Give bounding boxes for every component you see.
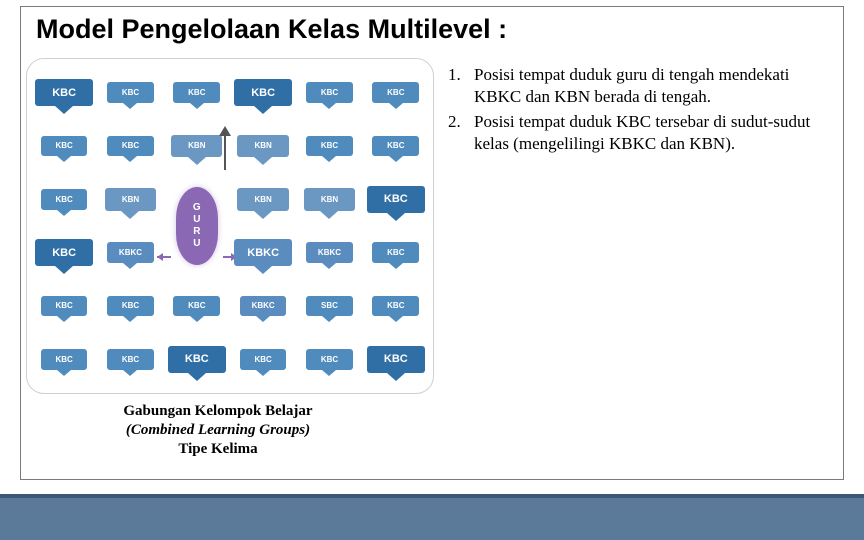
note-item-2: Posisi tempat duduk KBC tersebar di sudu… — [448, 111, 832, 156]
seat-chevron: KBC — [306, 349, 353, 370]
seat-cell: KBC — [35, 336, 93, 383]
seat-chevron: KBC — [306, 82, 353, 103]
seat-cell: KBN — [234, 176, 292, 223]
seat-chevron: KBC — [107, 136, 154, 157]
note-item-1: Posisi tempat duduk guru di tengah mende… — [448, 64, 832, 109]
seat-cell: KBC — [367, 69, 425, 116]
seat-chevron: KBC — [35, 79, 93, 106]
seat-cell: KBC — [367, 176, 425, 223]
seat-cell: KBC — [101, 282, 159, 329]
seat-chevron: KBKC — [306, 242, 353, 263]
seat-cell: KBC — [367, 336, 425, 383]
caption-line-2: (Combined Learning Groups) — [68, 421, 368, 440]
seat-chevron: KBC — [372, 242, 419, 263]
footer-bar — [0, 494, 864, 540]
seat-cell: KBC — [300, 336, 358, 383]
seat-chevron: KBN — [304, 188, 355, 211]
seat-cell: KBC — [367, 122, 425, 169]
seat-cell: KBN — [300, 176, 358, 223]
seat-cell: KBC — [234, 69, 292, 116]
seat-chevron: KBC — [306, 136, 353, 157]
seat-chevron: KBC — [367, 186, 425, 213]
seat-chevron: KBC — [173, 82, 220, 103]
seat-chevron: KBC — [234, 79, 292, 106]
seat-cell: KBC — [101, 122, 159, 169]
seat-cell: KBC — [35, 69, 93, 116]
side-arrows-icon — [157, 247, 237, 267]
diagram-caption: Gabungan Kelompok Belajar (Combined Lear… — [68, 402, 368, 458]
up-arrow-icon — [216, 126, 234, 170]
seat-chevron: KBC — [107, 82, 154, 103]
seat-chevron: KBN — [237, 188, 288, 211]
seat-chevron: KBC — [41, 349, 88, 370]
seat-chevron: KBC — [367, 346, 425, 373]
seat-cell: KBKC — [234, 229, 292, 276]
seat-chevron: KBKC — [107, 242, 154, 263]
seat-cell: KBKC — [234, 282, 292, 329]
seat-cell: KBC — [168, 336, 226, 383]
seat-cell: KBC — [367, 229, 425, 276]
seat-chevron: KBN — [171, 135, 222, 158]
guru-cell: GURU — [168, 176, 226, 277]
seat-chevron: KBC — [173, 296, 220, 317]
slide-title: Model Pengelolaan Kelas Multilevel : — [36, 14, 507, 45]
seat-cell: KBC — [300, 122, 358, 169]
seat-cell: KBKC — [300, 229, 358, 276]
seat-cell: KBC — [101, 336, 159, 383]
seating-diagram: KBC KBC KBC KBC KBC KBC KBC KBC KBN KBN KBC KBC KBC K… — [26, 58, 434, 394]
seat-chevron: KBC — [168, 346, 226, 373]
seat-cell: KBC — [367, 282, 425, 329]
guru-shape: GURU — [176, 187, 218, 265]
seat-cell: KBN — [234, 122, 292, 169]
seat-chevron: KBN — [105, 188, 156, 211]
guru-letter: R — [193, 226, 200, 238]
seat-chevron: KBC — [372, 136, 419, 157]
seat-chevron: KBC — [107, 296, 154, 317]
seat-chevron: KBC — [41, 296, 88, 317]
seat-chevron: KBN — [237, 135, 288, 158]
seat-cell: KBC — [35, 229, 93, 276]
seat-chevron: KBKC — [234, 239, 292, 266]
seat-chevron: KBC — [35, 239, 93, 266]
seat-chevron: KBC — [41, 189, 88, 210]
seat-cell: KBC — [168, 282, 226, 329]
seating-grid: KBC KBC KBC KBC KBC KBC KBC KBC KBN KBN KBC KBC KBC K… — [35, 69, 425, 383]
seat-chevron: KBC — [240, 349, 287, 370]
seat-cell: SBC — [300, 282, 358, 329]
seat-cell: KBC — [35, 282, 93, 329]
seat-chevron: KBC — [41, 136, 88, 157]
seat-cell: KBN — [101, 176, 159, 223]
seat-cell: KBC — [300, 69, 358, 116]
seat-cell: KBC — [101, 69, 159, 116]
seat-chevron: SBC — [306, 296, 353, 317]
seat-chevron: KBKC — [240, 296, 287, 317]
guru-letter: G — [193, 202, 201, 214]
guru-letter: U — [193, 214, 200, 226]
seat-cell: KBC — [168, 69, 226, 116]
seat-chevron: KBC — [372, 296, 419, 317]
seat-cell: KBC — [35, 122, 93, 169]
seat-cell: KBC — [234, 336, 292, 383]
seat-chevron: KBC — [107, 349, 154, 370]
seat-cell: KBKC — [101, 229, 159, 276]
caption-line-3: Tipe Kelima — [68, 440, 368, 459]
notes-list: Posisi tempat duduk guru di tengah mende… — [448, 64, 832, 158]
seat-cell: KBC — [35, 176, 93, 223]
caption-line-1: Gabungan Kelompok Belajar — [68, 402, 368, 421]
seat-chevron: KBC — [372, 82, 419, 103]
